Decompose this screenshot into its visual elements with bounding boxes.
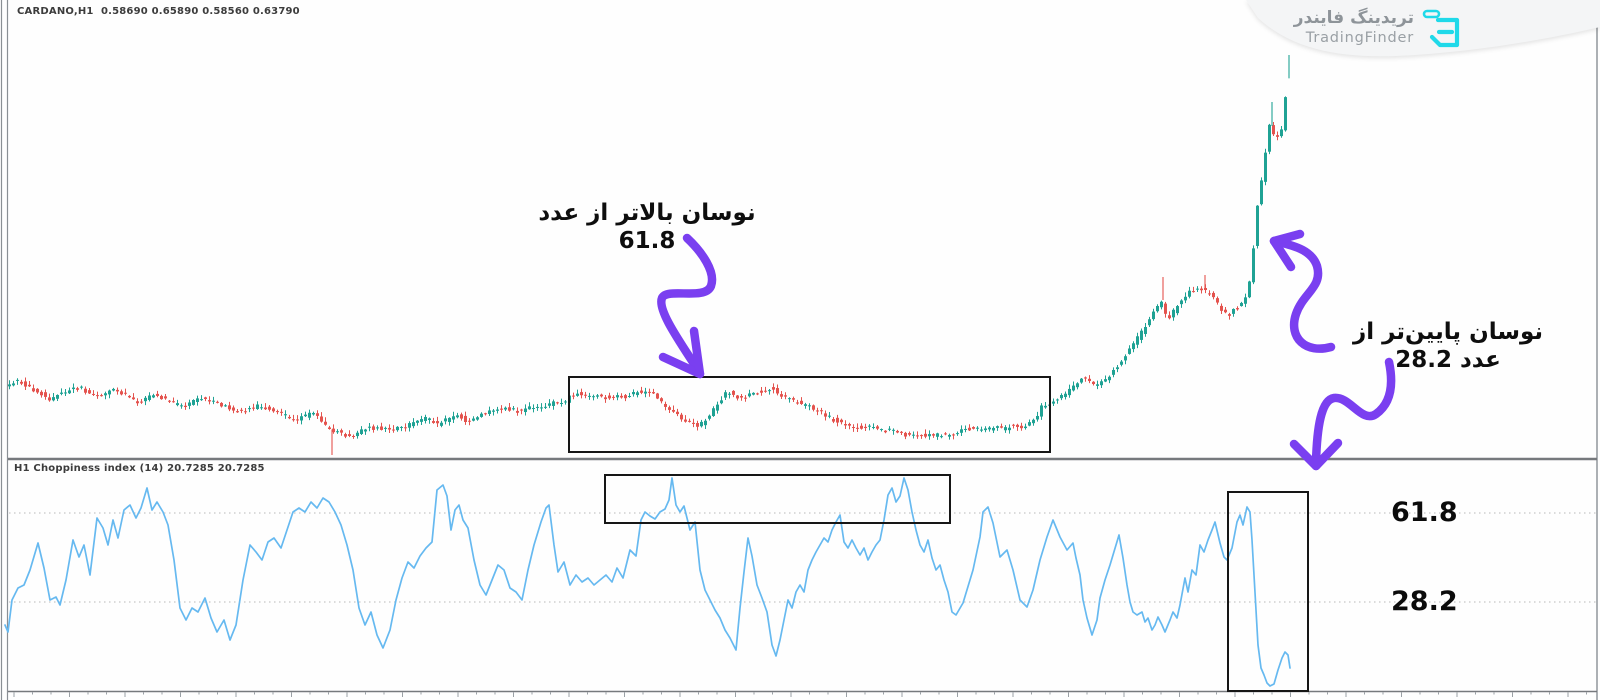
- brand-name-english: TradingFinder: [1305, 30, 1414, 46]
- annotation-below-28-2: نوسان پایین‌تر از عدد 28.2: [1352, 319, 1544, 373]
- tradingfinder-banner: [1246, 0, 1600, 57]
- level-label-61-8: 61.8: [1391, 497, 1458, 528]
- tradingfinder-logo-icon: [1422, 9, 1460, 48]
- annotation-above-61-8: نوسان بالاتر از عدد 61.8: [538, 200, 756, 254]
- banner-shape: [1246, 0, 1600, 57]
- symbol-ohlc-title: CARDANO,H1 0.58690 0.65890 0.58560 0.637…: [17, 6, 300, 17]
- indicator-title: H1 Choppiness index (14) 20.7285 20.7285: [14, 463, 265, 474]
- brand-name-farsi: تریدینگ فایندر: [1293, 8, 1414, 28]
- level-label-28-2: 28.2: [1391, 586, 1458, 617]
